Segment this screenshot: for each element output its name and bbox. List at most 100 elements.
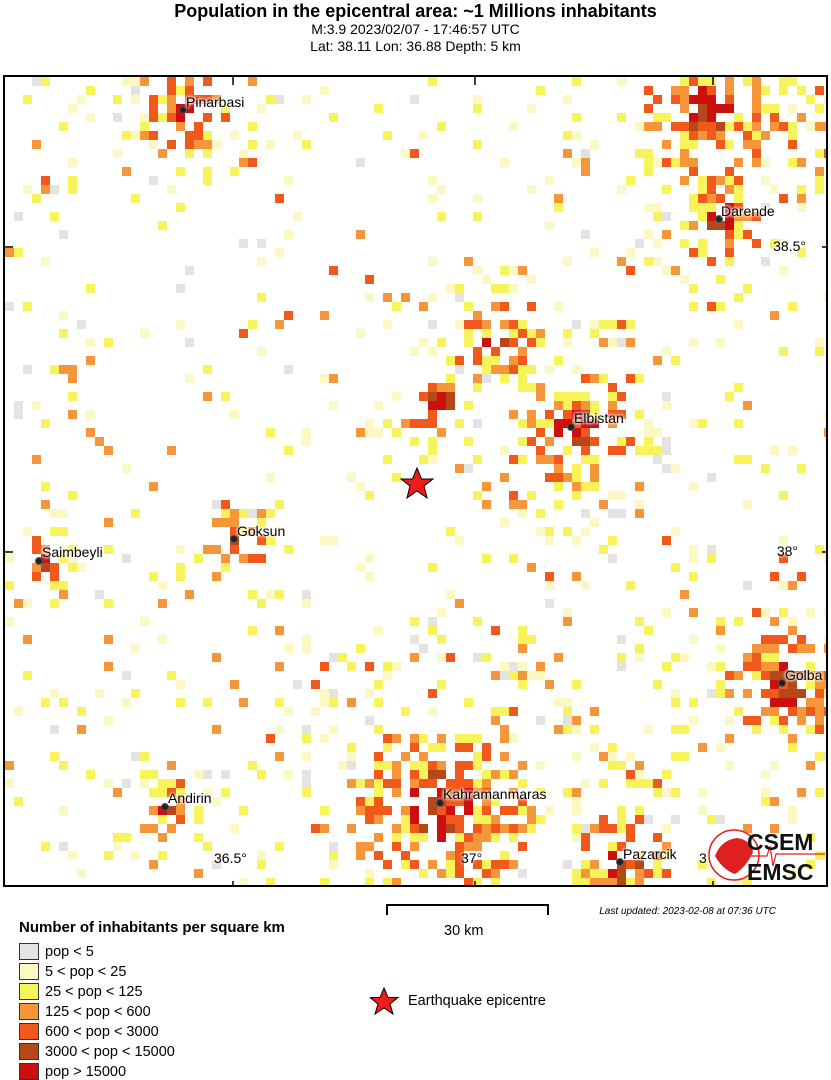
population-cell xyxy=(113,833,122,842)
population-cell xyxy=(401,149,410,158)
population-cell xyxy=(320,878,329,885)
population-cell xyxy=(356,563,365,572)
population-cell xyxy=(59,122,68,131)
population-cell xyxy=(320,311,329,320)
population-cell xyxy=(734,455,743,464)
population-cell xyxy=(176,563,185,572)
population-cell xyxy=(419,869,428,878)
population-cell xyxy=(770,824,779,833)
population-cell xyxy=(329,851,338,860)
population-cell xyxy=(635,779,644,788)
city-marker xyxy=(230,535,238,543)
population-cell xyxy=(788,626,797,635)
population-cell xyxy=(104,338,113,347)
population-cell xyxy=(599,374,608,383)
population-cell xyxy=(500,671,509,680)
population-cell xyxy=(50,581,59,590)
population-cell xyxy=(329,842,338,851)
population-cell xyxy=(743,455,752,464)
population-cell xyxy=(365,554,374,563)
population-cell xyxy=(788,707,797,716)
population-cell xyxy=(644,869,653,878)
population-cell xyxy=(689,419,698,428)
population-cell xyxy=(725,122,734,131)
population-cell xyxy=(689,545,698,554)
population-cell xyxy=(221,500,230,509)
population-cell xyxy=(455,761,464,770)
population-cell xyxy=(50,365,59,374)
population-cell xyxy=(230,167,239,176)
population-cell xyxy=(635,860,644,869)
population-cell xyxy=(824,608,826,617)
population-cell xyxy=(815,545,824,554)
population-cell xyxy=(464,878,473,885)
population-cell xyxy=(455,824,464,833)
population-cell xyxy=(491,869,500,878)
legend-item: 5 < pop < 25 xyxy=(19,963,126,980)
population-cell xyxy=(680,140,689,149)
population-cell xyxy=(482,365,491,374)
population-cell xyxy=(464,698,473,707)
population-cell xyxy=(104,779,113,788)
population-cell xyxy=(374,761,383,770)
population-cell xyxy=(473,779,482,788)
population-cell xyxy=(572,824,581,833)
population-cell xyxy=(689,248,698,257)
population-cell xyxy=(797,464,806,473)
population-cell xyxy=(725,212,734,221)
population-cell xyxy=(365,662,374,671)
population-cell xyxy=(536,428,545,437)
population-cell xyxy=(581,374,590,383)
population-cell xyxy=(401,707,410,716)
population-cell xyxy=(248,77,257,86)
population-cell xyxy=(725,176,734,185)
population-cell xyxy=(167,779,176,788)
population-cell xyxy=(698,185,707,194)
population-cell xyxy=(122,671,131,680)
population-cell xyxy=(743,230,752,239)
population-cell xyxy=(689,167,698,176)
population-cell xyxy=(698,788,707,797)
population-cell xyxy=(248,158,257,167)
population-cell xyxy=(158,815,167,824)
population-cell xyxy=(707,878,716,885)
population-cell xyxy=(428,743,437,752)
population-cell xyxy=(383,293,392,302)
population-cell xyxy=(509,734,518,743)
population-cell xyxy=(374,752,383,761)
population-cell xyxy=(455,743,464,752)
population-cell xyxy=(410,824,419,833)
population-cell xyxy=(779,122,788,131)
population-cell xyxy=(320,86,329,95)
population-cell xyxy=(284,446,293,455)
population-cell xyxy=(617,878,626,885)
legend-item: 125 < pop < 600 xyxy=(19,1003,151,1020)
population-cell xyxy=(365,815,374,824)
population-cell xyxy=(239,149,248,158)
population-cell xyxy=(752,149,761,158)
population-cell xyxy=(509,860,518,869)
population-cell xyxy=(131,194,140,203)
population-cell xyxy=(23,599,32,608)
population-cell xyxy=(671,464,680,473)
population-cell xyxy=(608,824,617,833)
population-cell xyxy=(563,257,572,266)
population-cell xyxy=(590,725,599,734)
population-cell xyxy=(671,653,680,662)
population-cell xyxy=(635,644,644,653)
population-cell xyxy=(653,122,662,131)
population-cell xyxy=(644,149,653,158)
population-cell xyxy=(545,410,554,419)
population-cell xyxy=(59,581,68,590)
population-cell xyxy=(734,671,743,680)
population-cell xyxy=(797,689,806,698)
population-cell xyxy=(194,140,203,149)
population-cell xyxy=(608,509,617,518)
population-cell xyxy=(509,662,518,671)
population-cell xyxy=(545,437,554,446)
population-cell xyxy=(581,230,590,239)
population-cell xyxy=(509,284,518,293)
population-cell xyxy=(203,788,212,797)
population-cell xyxy=(545,599,554,608)
population-cell xyxy=(455,284,464,293)
